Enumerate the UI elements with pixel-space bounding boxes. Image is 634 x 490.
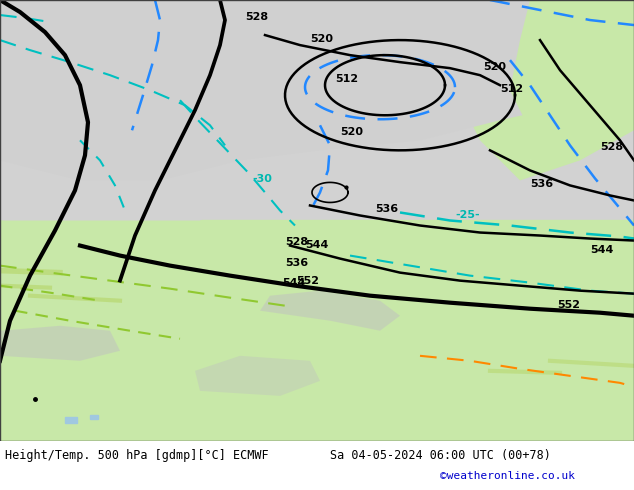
Bar <box>0 0 634 220</box>
Polygon shape <box>510 0 634 150</box>
Text: -25-: -25- <box>455 211 480 220</box>
Text: Sa 04-05-2024 06:00 UTC (00+78): Sa 04-05-2024 06:00 UTC (00+78) <box>330 449 551 462</box>
Text: 512: 512 <box>335 74 358 84</box>
Bar <box>0 220 634 441</box>
Bar <box>65 417 77 423</box>
Text: 536: 536 <box>285 258 308 268</box>
Text: 552: 552 <box>557 300 580 310</box>
Polygon shape <box>0 220 634 441</box>
Text: 528: 528 <box>245 12 268 22</box>
Polygon shape <box>0 326 120 361</box>
Polygon shape <box>0 0 634 180</box>
Polygon shape <box>460 0 634 180</box>
Text: 552: 552 <box>296 276 319 286</box>
Polygon shape <box>0 0 280 220</box>
Text: 520: 520 <box>310 34 333 44</box>
Text: 520: 520 <box>483 62 506 72</box>
Text: 536: 536 <box>530 179 553 190</box>
Text: ©weatheronline.co.uk: ©weatheronline.co.uk <box>440 471 575 481</box>
Polygon shape <box>260 291 400 331</box>
Polygon shape <box>195 356 320 396</box>
Text: 544: 544 <box>305 240 328 249</box>
Text: 528: 528 <box>600 142 623 152</box>
Text: Height/Temp. 500 hPa [gdmp][°C] ECMWF: Height/Temp. 500 hPa [gdmp][°C] ECMWF <box>5 449 269 462</box>
Text: -30: -30 <box>252 174 272 184</box>
Bar <box>90 415 98 419</box>
Text: 520: 520 <box>340 127 363 137</box>
Text: 536: 536 <box>375 204 398 215</box>
Text: 544: 544 <box>282 278 306 288</box>
Text: 544: 544 <box>590 245 613 255</box>
Text: 528: 528 <box>285 237 308 246</box>
Text: 512: 512 <box>500 84 523 94</box>
